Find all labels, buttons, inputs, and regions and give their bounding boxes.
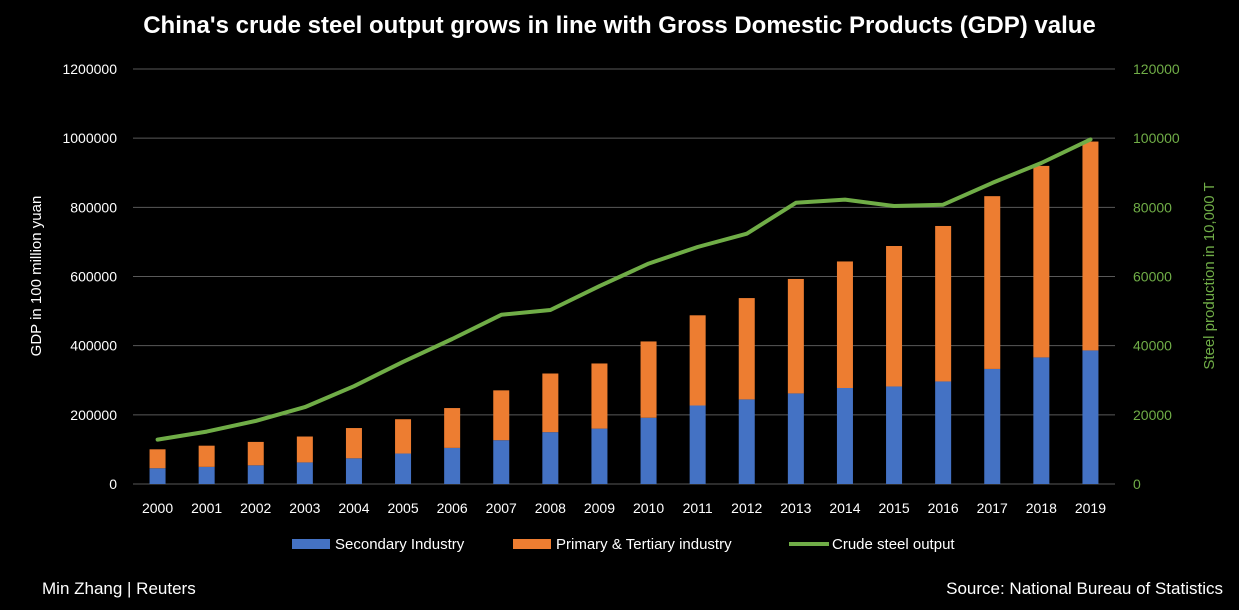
legend-swatch-secondary <box>292 539 330 549</box>
x-tick-label: 2003 <box>289 500 320 516</box>
bar-primary-tertiary <box>247 441 264 466</box>
x-tick-label: 2013 <box>780 500 811 516</box>
legend-label-steel: Crude steel output <box>832 536 955 553</box>
y-tick-right: 120000 <box>1133 61 1180 77</box>
y-tick-left: 400000 <box>70 338 117 354</box>
crude-steel-line <box>155 137 1093 442</box>
gridlines <box>133 68 1115 485</box>
bar-secondary-industry <box>787 393 804 484</box>
x-tick-label: 2018 <box>1026 500 1057 516</box>
bar-secondary-industry <box>345 458 362 484</box>
x-tick-label: 2004 <box>338 500 369 516</box>
x-tick-label: 2008 <box>535 500 566 516</box>
left-axis-ticks: 0 200000 400000 600000 800000 1000000 1200000 <box>62 61 117 492</box>
bar-primary-tertiary <box>787 278 804 394</box>
source-text: Source: National Bureau of Statistics <box>946 579 1223 598</box>
bar-secondary-industry <box>1033 357 1050 484</box>
bar-primary-tertiary <box>395 419 412 454</box>
bar-secondary-industry <box>935 381 952 484</box>
y-tick-left: 600000 <box>70 269 117 285</box>
x-tick-label: 2012 <box>731 500 762 516</box>
x-tick-label: 2001 <box>191 500 222 516</box>
y-tick-left: 200000 <box>70 407 117 423</box>
y-tick-left: 1000000 <box>62 130 117 146</box>
bar-secondary-industry <box>689 405 706 484</box>
bar-primary-tertiary <box>1033 165 1050 358</box>
x-tick-label: 2016 <box>928 500 959 516</box>
x-tick-label: 2005 <box>387 500 418 516</box>
bar-primary-tertiary <box>444 408 461 448</box>
bar-primary-tertiary <box>689 315 706 406</box>
x-tick-label: 2019 <box>1075 500 1106 516</box>
y-tick-left: 800000 <box>70 199 117 215</box>
bar-secondary-industry <box>738 399 755 484</box>
bar-secondary-industry <box>444 447 461 484</box>
bar-secondary-industry <box>591 428 608 484</box>
legend-swatch-primary-tertiary <box>513 539 551 549</box>
legend: Secondary Industry Primary & Tertiary ind… <box>292 536 955 553</box>
x-tick-label: 2007 <box>486 500 517 516</box>
bar-primary-tertiary <box>198 445 215 467</box>
x-tick-label: 2002 <box>240 500 271 516</box>
y-tick-right: 80000 <box>1133 199 1172 215</box>
bar-primary-tertiary <box>984 196 1001 369</box>
bar-secondary-industry <box>542 432 559 484</box>
bar-primary-tertiary <box>640 341 657 418</box>
bar-primary-tertiary <box>886 245 903 387</box>
bar-primary-tertiary <box>836 261 853 388</box>
x-tick-label: 2014 <box>829 500 860 516</box>
bar-secondary-industry <box>149 468 166 484</box>
bar-secondary-industry <box>296 462 313 484</box>
bar-primary-tertiary <box>149 449 166 469</box>
legend-label-secondary: Secondary Industry <box>335 536 465 553</box>
y-tick-right: 40000 <box>1133 338 1172 354</box>
bar-secondary-industry <box>247 465 264 484</box>
y-tick-left: 1200000 <box>62 61 117 77</box>
bar-secondary-industry <box>493 440 510 484</box>
bar-secondary-industry <box>640 417 657 484</box>
steel-line <box>155 137 1093 442</box>
y-axis-title-left: GDP in 100 million yuan <box>28 196 45 357</box>
bar-primary-tertiary <box>345 428 362 459</box>
chart-title: China's crude steel output grows in line… <box>143 12 1096 39</box>
y-tick-left: 0 <box>109 476 117 492</box>
bar-secondary-industry <box>836 387 853 484</box>
bar-primary-tertiary <box>296 436 313 463</box>
x-tick-label: 2011 <box>683 500 713 516</box>
bar-primary-tertiary <box>1082 141 1099 351</box>
bar-secondary-industry <box>395 453 412 484</box>
y-tick-right: 100000 <box>1133 130 1180 146</box>
bar-primary-tertiary <box>493 390 510 441</box>
x-tick-label: 2009 <box>584 500 615 516</box>
credit-text: Min Zhang | Reuters <box>42 579 196 598</box>
y-tick-right: 0 <box>1133 476 1141 492</box>
right-axis-ticks: 0 20000 40000 60000 80000 100000 120000 <box>1133 61 1180 492</box>
bars <box>149 141 1099 484</box>
x-tick-label: 2015 <box>878 500 909 516</box>
x-tick-label: 2010 <box>633 500 664 516</box>
x-tick-label: 2000 <box>142 500 173 516</box>
x-tick-label: 2017 <box>977 500 1008 516</box>
bar-secondary-industry <box>198 466 215 484</box>
bar-secondary-industry <box>886 386 903 484</box>
bar-primary-tertiary <box>738 298 755 400</box>
x-axis-ticks: 2000 2001 2002 2003 2004 2005 2006 2007 2008 2009… <box>142 500 1106 516</box>
legend-label-primary-tertiary: Primary & Tertiary industry <box>556 536 732 553</box>
y-axis-title-right: Steel production in 10,000 T <box>1201 182 1218 369</box>
x-tick-label: 2006 <box>437 500 468 516</box>
y-tick-right: 60000 <box>1133 269 1172 285</box>
bar-secondary-industry <box>984 368 1001 484</box>
y-tick-right: 20000 <box>1133 407 1172 423</box>
bar-primary-tertiary <box>542 373 559 433</box>
bar-primary-tertiary <box>935 225 952 382</box>
bar-primary-tertiary <box>591 363 608 429</box>
bar-secondary-industry <box>1082 350 1099 484</box>
